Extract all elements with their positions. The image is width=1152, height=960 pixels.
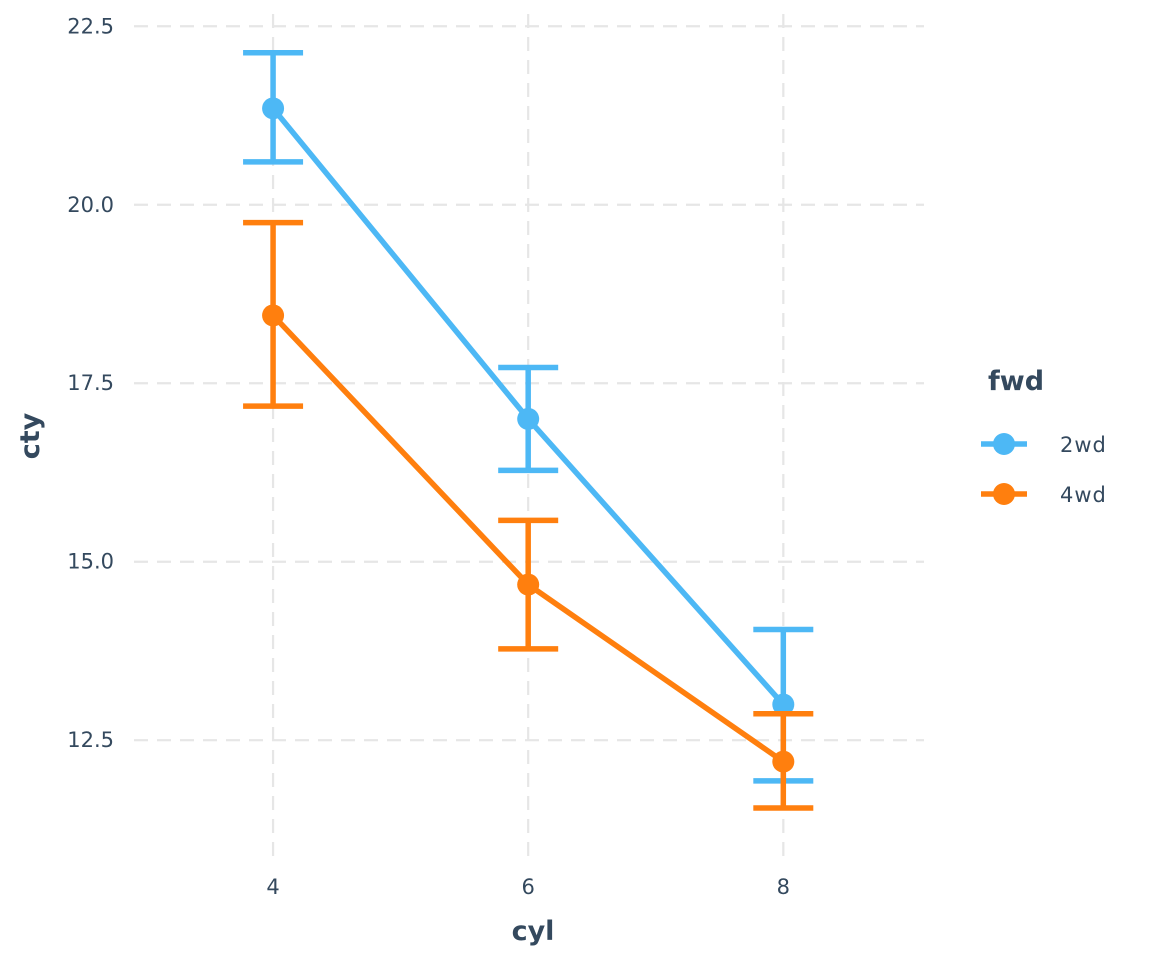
- x-tick-label: 8: [777, 875, 790, 899]
- legend-key-point: [993, 433, 1015, 455]
- series-4wd: [243, 219, 814, 811]
- y-axis-ticks: 12.5 15.0 17.5 20.0 22.5: [67, 14, 114, 752]
- legend-title: fwd: [988, 366, 1044, 397]
- series: [243, 49, 814, 811]
- y-tick-label: 22.5: [67, 14, 114, 38]
- y-axis-title: cty: [15, 412, 46, 459]
- y-tick-label: 20.0: [67, 193, 114, 217]
- legend-label: 2wd: [1060, 433, 1107, 457]
- legend-item-2wd: 2wd: [981, 433, 1107, 457]
- y-tick-label: 15.0: [67, 550, 114, 574]
- y-tick-label: 12.5: [67, 728, 114, 752]
- x-tick-label: 6: [522, 875, 535, 899]
- data-point: [772, 693, 795, 716]
- data-point: [517, 407, 540, 430]
- data-point: [772, 750, 795, 773]
- data-point: [517, 573, 540, 596]
- legend-label: 4wd: [1060, 483, 1107, 507]
- legend-key-point: [993, 483, 1015, 505]
- x-axis-ticks: 4 6 8: [266, 875, 790, 899]
- legend-items: 2wd 4wd: [981, 433, 1107, 507]
- data-point: [262, 304, 285, 327]
- legend-item-4wd: 4wd: [981, 483, 1107, 507]
- data-point: [262, 97, 285, 120]
- x-axis-title: cyl: [512, 916, 555, 947]
- x-tick-label: 4: [266, 875, 279, 899]
- y-tick-label: 17.5: [67, 371, 114, 395]
- legend: fwd 2wd 4wd: [981, 366, 1107, 507]
